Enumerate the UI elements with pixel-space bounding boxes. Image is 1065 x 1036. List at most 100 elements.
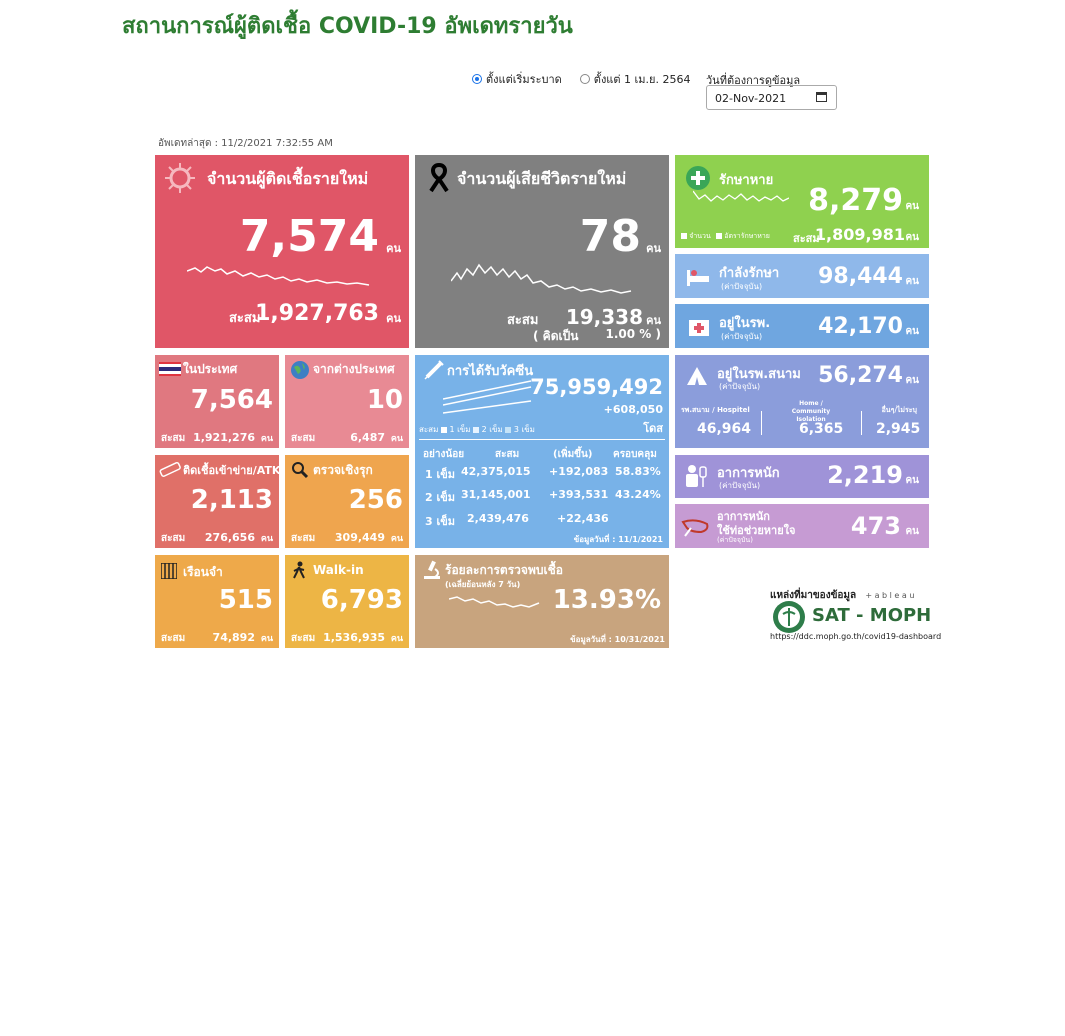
abroad-label: จากต่างประเทศ <box>313 362 395 376</box>
magnifier-icon <box>292 462 309 479</box>
ventilator-label: อาการหนัก <box>717 510 770 523</box>
domestic-cum: 1,921,276 <box>193 431 255 444</box>
severe-card: อาการหนัก (ค่าปัจจุบัน) 2,219 คน <box>675 455 929 498</box>
radio-since-outbreak-label[interactable]: ตั้งแต่เริ่มระบาด <box>486 73 562 86</box>
recovered-card: รักษาหาย 8,279 คน จำนวน อัตรารักษาหาย สะ… <box>675 155 929 248</box>
field-col2-label: Home / Community Isolation <box>791 400 831 423</box>
positivity-value: 13.93% <box>552 585 661 615</box>
field-hospital-card: อยู่ในรพ.สนาม (ค่าปัจจุบัน) 56,274 คน รพ… <box>675 355 929 448</box>
radio-since-outbreak[interactable] <box>472 74 482 84</box>
vaccine-card: การได้รับวัคซีน 75,959,492 +608,050 โดส … <box>415 355 669 548</box>
field-hospital-value: 56,274 <box>818 363 903 388</box>
globe-icon <box>291 361 309 379</box>
radio-since-april[interactable] <box>579 74 590 84</box>
field-col3-label: อื่นๆ/ไม่ระบุ <box>881 406 917 414</box>
active-search-label: ตรวจเชิงรุก <box>313 463 373 477</box>
vaccine-total: 75,959,492 <box>530 375 663 399</box>
vaccine-row-cum: 31,145,001 <box>461 488 531 501</box>
treating-label: กำลังรักษา <box>719 266 780 281</box>
vaccine-asof: ข้อมูลวันที่ : 11/1/2021 <box>573 535 663 544</box>
atk-cum: 276,656 <box>204 531 255 544</box>
ventilator-card: อาการหนัก ใช้ท่อช่วยหายใจ (ค่าปัจจุบัน) … <box>675 504 929 548</box>
radio-since-april-label[interactable]: ตั้งแต่ 1 เม.ย. 2564 <box>593 73 691 86</box>
recovered-legend: จำนวน อัตรารักษาหาย <box>681 231 770 242</box>
date-input[interactable]: 02-Nov-2021 <box>706 85 837 110</box>
positivity-asof: ข้อมูลวันที่ : 10/31/2021 <box>570 635 665 644</box>
positivity-sparkline <box>449 596 540 608</box>
hospital-icon <box>689 320 709 336</box>
prison-cum: 74,892 <box>212 631 255 644</box>
recovered-cum: 1,809,981 <box>814 225 905 244</box>
ventilator-sub: (ค่าปัจจุบัน) <box>717 536 753 544</box>
vaccine-row-inc: +192,083 <box>549 465 609 478</box>
prison-card: เรือนจำ 515 สะสม 74,892 คน <box>155 555 279 648</box>
severe-sub: (ค่าปัจจุบัน) <box>719 481 761 490</box>
unit: คน <box>905 526 919 537</box>
new-deaths-sparkline <box>451 263 632 294</box>
walkin-cum: 1,536,935 <box>323 631 385 644</box>
divider <box>861 411 862 435</box>
vaccine-row-cov: 43.24% <box>615 488 661 501</box>
source-label: แหล่งที่มาของข้อมูล + a b l e a u <box>770 588 914 603</box>
domestic-label: ในประเทศ <box>183 362 238 376</box>
prison-icon <box>161 563 177 579</box>
unit: คน <box>905 201 919 212</box>
in-hospital-label: อยู่ในรพ. <box>719 316 771 331</box>
positivity-card: ร้อยละการตรวจพบเชื้อ (เฉลี่ยย้อนหลัง 7 ว… <box>415 555 669 648</box>
treating-sub: (ค่าปัจจุบัน) <box>721 282 763 291</box>
walk-icon <box>293 561 305 579</box>
new-deaths-card: จำนวนผู้เสียชีวิตรายใหม่ 78 คน สะสม 19,3… <box>415 155 669 348</box>
abroad-card: จากต่างประเทศ 10 สะสม 6,487 คน <box>285 355 409 448</box>
vaccine-unit: โดส <box>643 422 663 435</box>
prison-cum-label: สะสม <box>161 633 186 644</box>
treating-value: 98,444 <box>818 264 903 289</box>
death-rate: 1.00 % ) <box>605 327 661 341</box>
legend-count: จำนวน <box>689 232 711 240</box>
vaccine-header-cov: ครอบคลุม <box>613 449 657 460</box>
recovered-cum-label: สะสม <box>793 232 820 245</box>
legend-dose2: 2 เข็ม <box>481 425 503 434</box>
abroad-cum: 6,487 <box>350 431 385 444</box>
unit: คน <box>386 312 401 325</box>
legend-rate: อัตรารักษาหาย <box>724 232 770 240</box>
recovered-sparkline <box>693 190 789 202</box>
unit: คน <box>390 634 403 644</box>
ventilator-value: 473 <box>850 512 901 540</box>
test-kit-icon <box>159 461 181 477</box>
treating-card: กำลังรักษา (ค่าปัจจุบัน) 98,444 คน <box>675 254 929 298</box>
walkin-label: Walk-in <box>313 563 364 577</box>
unit: คน <box>260 434 273 444</box>
unit: คน <box>260 634 273 644</box>
vaccine-header-inc: (เพิ่มขึ้น) <box>553 449 593 460</box>
ventilator-label2: ใช้ท่อช่วยหายใจ <box>717 524 796 537</box>
unit: คน <box>905 475 919 486</box>
ventilator-icon <box>681 519 709 537</box>
unit: คน <box>646 314 661 327</box>
active-search-card: ตรวจเชิงรุก 256 สะสม 309,449 คน <box>285 455 409 548</box>
vaccine-row-cum: 2,439,476 <box>467 512 529 525</box>
field-col3-value: 2,945 <box>876 421 921 437</box>
source-url[interactable]: https://ddc.moph.go.th/covid19-dashboard <box>770 632 942 641</box>
divider <box>419 439 665 440</box>
vaccine-label: การได้รับวัคซีน <box>447 364 534 379</box>
unit: คน <box>905 375 919 386</box>
vaccine-row-dose: 1 เข็ม <box>425 468 456 481</box>
syringe-icon <box>424 360 444 380</box>
atk-cum-label: สะสม <box>161 533 186 544</box>
tableau-logo: + a b l e a u <box>865 591 915 600</box>
severe-label: อาการหนัก <box>717 466 780 481</box>
calendar-icon[interactable] <box>816 92 827 102</box>
vaccine-chart <box>443 380 532 414</box>
positivity-sub: (เฉลี่ยย้อนหลัง 7 วัน) <box>445 580 521 589</box>
legend-dose1: 1 เข็ม <box>449 425 471 434</box>
vaccine-row-inc: +393,531 <box>549 488 609 501</box>
severe-value: 2,219 <box>827 461 903 489</box>
in-hospital-value: 42,170 <box>818 314 903 339</box>
field-col1-label: รพ.สนาม / Hospitel <box>681 406 750 414</box>
unit: คน <box>905 276 919 287</box>
unit: คน <box>390 434 403 444</box>
range-radio-group: ตั้งแต่เริ่มระบาด ตั้งแต่ 1 เม.ย. 2564 <box>472 70 690 88</box>
active-search-cum-label: สะสม <box>291 533 316 544</box>
death-rate-label: ( คิดเป็น <box>533 329 579 343</box>
flag-icon <box>159 362 181 376</box>
